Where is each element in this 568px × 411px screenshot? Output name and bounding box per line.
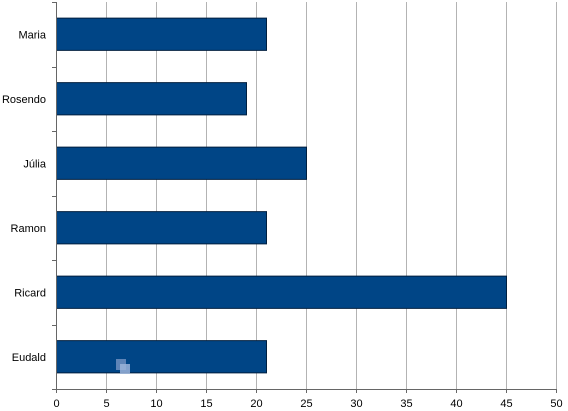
x-tick-label: 35 bbox=[400, 398, 412, 410]
x-tick-label: 10 bbox=[150, 398, 162, 410]
x-tick-label: 50 bbox=[550, 398, 562, 410]
bar-rosendo bbox=[56, 82, 247, 116]
x-tick-label: 25 bbox=[300, 398, 312, 410]
x-tick-label: 30 bbox=[350, 398, 362, 410]
x-tick-label: 40 bbox=[450, 398, 462, 410]
category-label: Rosendo bbox=[2, 94, 46, 106]
bar-ramon bbox=[56, 211, 267, 245]
x-tick-label: 0 bbox=[53, 398, 59, 410]
category-label: Júlia bbox=[23, 158, 47, 170]
bar-eudald bbox=[56, 340, 267, 374]
axes bbox=[52, 2, 557, 393]
category-label: Maria bbox=[18, 29, 46, 41]
category-label: Eudald bbox=[12, 352, 46, 364]
x-tick-label: 45 bbox=[500, 398, 512, 410]
bar-ricard bbox=[56, 275, 507, 309]
bar-júlia bbox=[56, 146, 307, 180]
category-label: Ricard bbox=[14, 287, 46, 299]
cursor-icon bbox=[116, 359, 130, 374]
gridlines bbox=[106, 2, 557, 389]
bars bbox=[56, 17, 507, 374]
labels: Maria Rosendo Júlia Ramon Ricard Eudald 0 5 10 15… bbox=[2, 29, 563, 410]
x-tick-label: 5 bbox=[103, 398, 109, 410]
bar-maria bbox=[56, 17, 267, 51]
x-tick-label: 20 bbox=[250, 398, 262, 410]
category-label: Ramon bbox=[11, 223, 46, 235]
x-tick-label: 15 bbox=[200, 398, 212, 410]
